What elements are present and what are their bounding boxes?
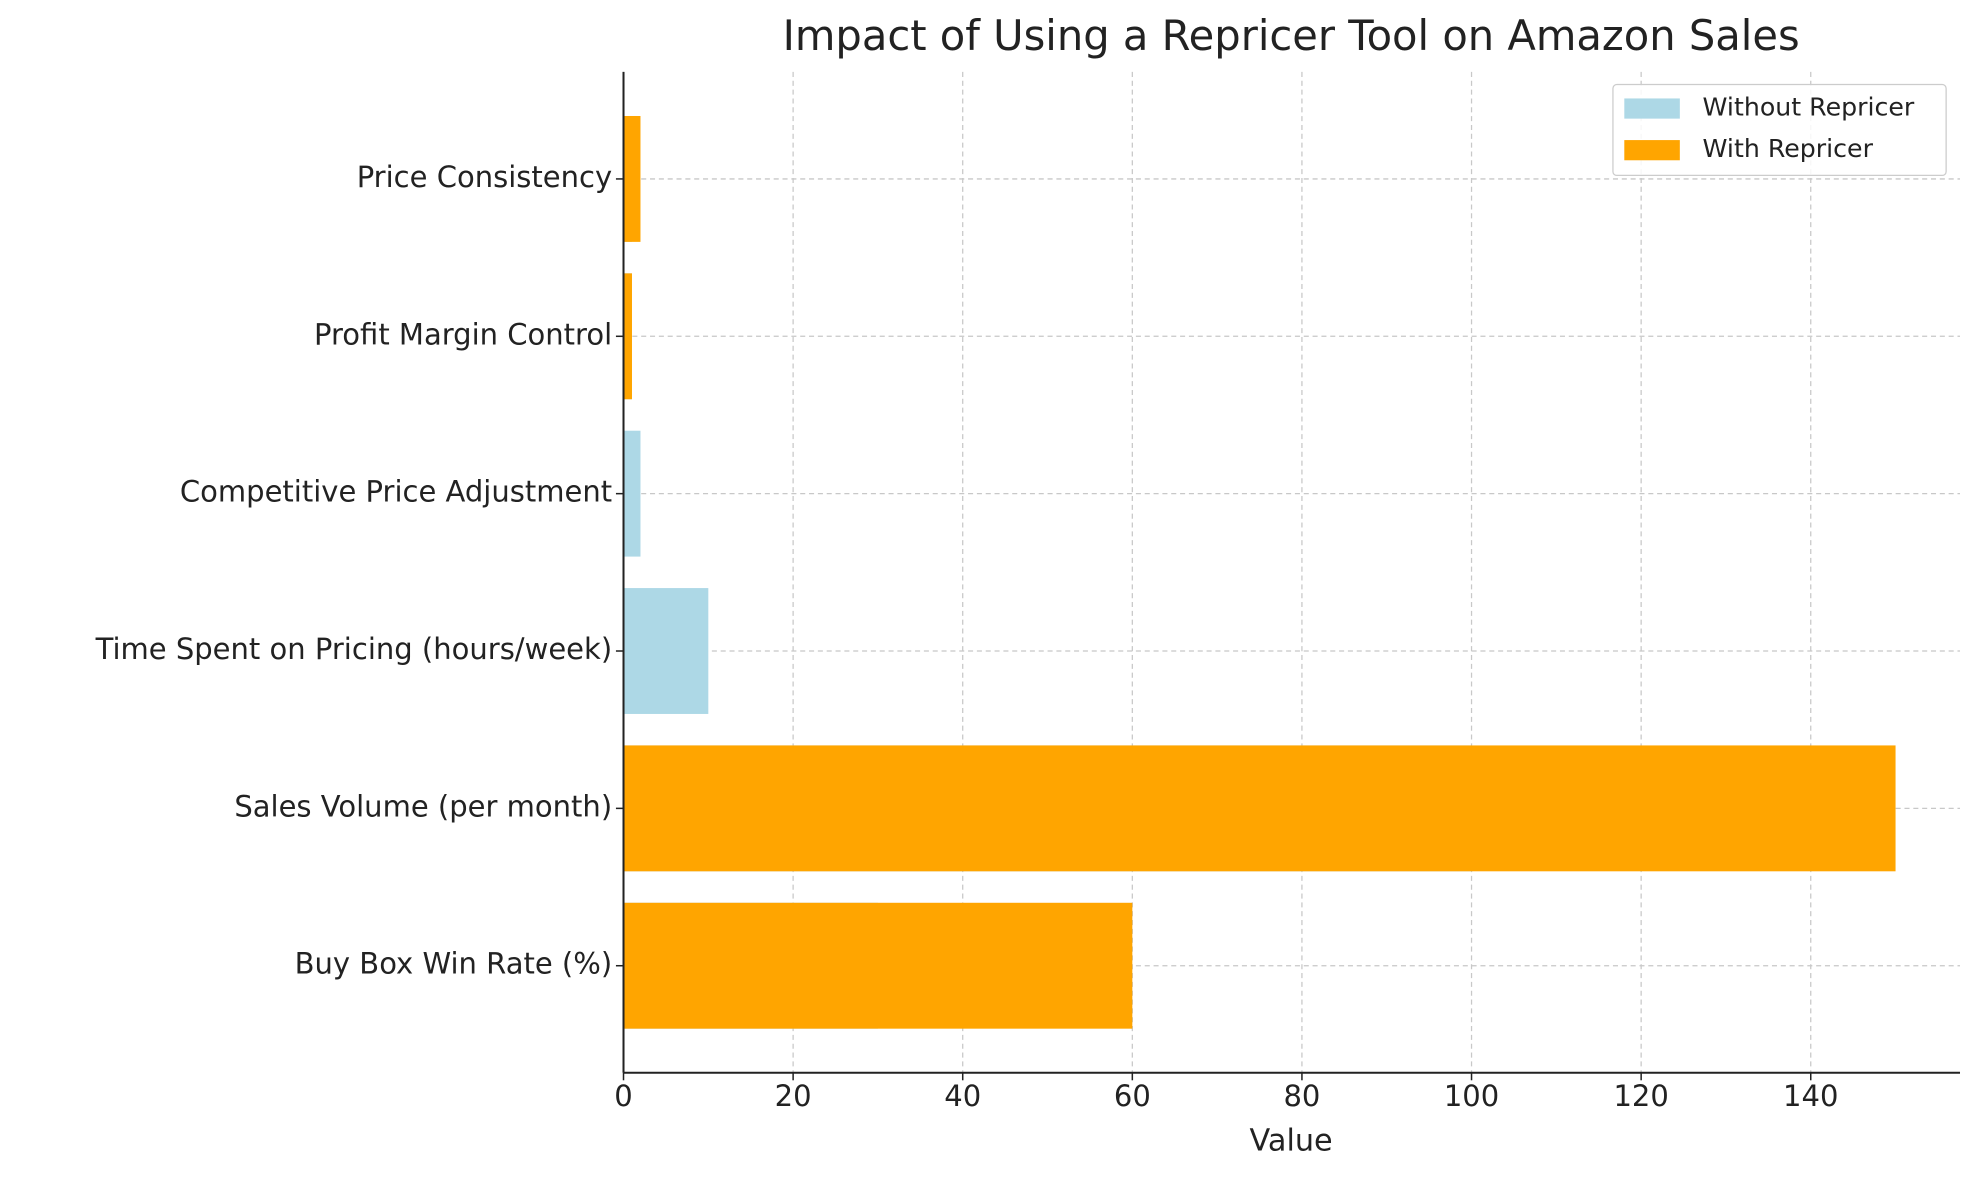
legend-box: [1612, 83, 1947, 177]
x-tick-label: 20: [775, 1079, 812, 1113]
x-tick-label: 140: [1783, 1079, 1838, 1113]
y-tick-label: Buy Box Win Rate (%): [295, 947, 613, 981]
bar: [623, 902, 1133, 1029]
x-tick-label: 60: [1114, 1079, 1151, 1113]
y-tick-label: Price Consistency: [357, 160, 612, 194]
y-tick-label: Sales Volume (per month): [234, 789, 612, 823]
x-tick-label: 120: [1613, 1079, 1668, 1113]
x-tick-label: 80: [1283, 1079, 1320, 1113]
y-tick-label: Time Spent on Pricing (hours/week): [95, 632, 613, 666]
bar: [623, 745, 1896, 872]
bar: [623, 273, 632, 400]
legend-swatch: [1624, 140, 1680, 161]
x-tick-label: 0: [614, 1079, 632, 1113]
bar: [623, 115, 641, 242]
legend-swatch: [1624, 98, 1680, 119]
legend: Without Repricer With Repricer: [1612, 83, 1947, 177]
x-axis-label: Value: [1250, 1124, 1333, 1159]
legend-label: Without Repricer: [1703, 93, 1915, 122]
x-tick-label: 100: [1444, 1079, 1499, 1113]
chart-title: Impact of Using a Repricer Tool on Amazo…: [783, 11, 1800, 60]
x-tick-label: 40: [944, 1079, 981, 1113]
y-tick-label: Competitive Price Adjustment: [180, 475, 612, 509]
bar: [623, 588, 709, 714]
legend-label: With Repricer: [1703, 134, 1874, 163]
bar: [623, 430, 641, 557]
y-tick-label: Profit Margin Control: [314, 317, 612, 351]
